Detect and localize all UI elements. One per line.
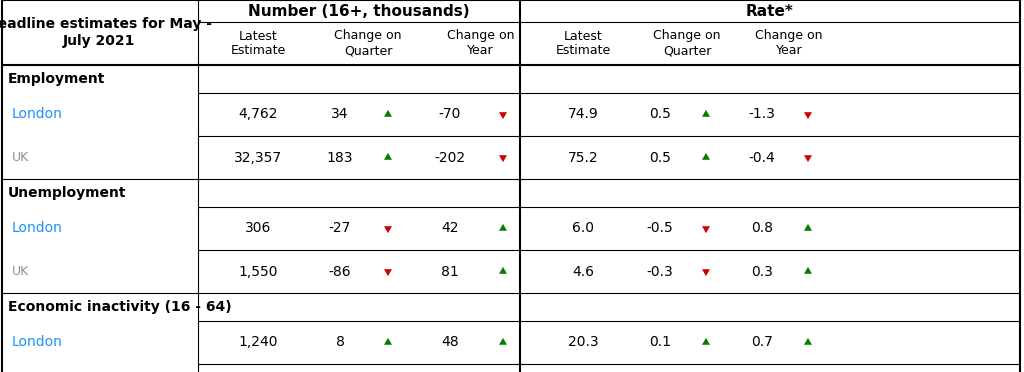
Text: 81: 81	[441, 264, 459, 279]
Text: Number (16+, thousands): Number (16+, thousands)	[248, 3, 470, 19]
Polygon shape	[384, 338, 392, 345]
Text: -1.3: -1.3	[749, 108, 775, 122]
Text: Headline estimates for May -
July 2021: Headline estimates for May - July 2021	[0, 17, 212, 48]
Polygon shape	[384, 153, 392, 160]
Text: 1,240: 1,240	[239, 336, 278, 350]
Polygon shape	[499, 338, 507, 345]
Text: 0.8: 0.8	[751, 221, 773, 235]
Polygon shape	[702, 338, 710, 345]
Text: 0.3: 0.3	[751, 264, 773, 279]
Polygon shape	[804, 267, 812, 274]
Text: 4,762: 4,762	[239, 108, 278, 122]
Text: 306: 306	[245, 221, 271, 235]
Polygon shape	[499, 224, 507, 231]
Text: Unemployment: Unemployment	[8, 186, 127, 200]
Text: London: London	[12, 336, 62, 350]
Polygon shape	[702, 110, 710, 117]
Polygon shape	[384, 226, 392, 233]
Text: London: London	[12, 221, 62, 235]
Text: 8: 8	[336, 336, 344, 350]
Polygon shape	[804, 155, 812, 162]
Polygon shape	[804, 224, 812, 231]
Text: Change on
Year: Change on Year	[756, 29, 822, 58]
Text: 75.2: 75.2	[567, 151, 598, 164]
Text: 34: 34	[331, 108, 349, 122]
Text: 48: 48	[441, 336, 459, 350]
Polygon shape	[499, 267, 507, 274]
Text: UK: UK	[12, 151, 30, 164]
Text: -0.3: -0.3	[646, 264, 674, 279]
Text: Employment: Employment	[8, 72, 105, 86]
Text: 6.0: 6.0	[572, 221, 594, 235]
Text: Change on
Year: Change on Year	[446, 29, 514, 58]
Text: 1,550: 1,550	[239, 264, 278, 279]
Text: -0.5: -0.5	[646, 221, 674, 235]
Text: -70: -70	[439, 108, 461, 122]
Polygon shape	[499, 112, 507, 119]
Text: Latest
Estimate: Latest Estimate	[230, 29, 286, 58]
Polygon shape	[384, 269, 392, 276]
Text: 0.5: 0.5	[649, 108, 671, 122]
Text: 183: 183	[327, 151, 353, 164]
Text: 4.6: 4.6	[572, 264, 594, 279]
Text: Latest
Estimate: Latest Estimate	[555, 29, 610, 58]
Text: Economic inactivity (16 - 64): Economic inactivity (16 - 64)	[8, 300, 231, 314]
Polygon shape	[804, 112, 812, 119]
Text: 32,357: 32,357	[233, 151, 282, 164]
Text: Rate*: Rate*	[746, 3, 794, 19]
Text: 20.3: 20.3	[567, 336, 598, 350]
Text: -27: -27	[329, 221, 351, 235]
Text: 0.5: 0.5	[649, 151, 671, 164]
Text: 74.9: 74.9	[567, 108, 598, 122]
Polygon shape	[384, 110, 392, 117]
Polygon shape	[702, 153, 710, 160]
Text: 0.7: 0.7	[751, 336, 773, 350]
Polygon shape	[804, 338, 812, 345]
Polygon shape	[702, 226, 710, 233]
Text: London: London	[12, 108, 62, 122]
Text: -86: -86	[329, 264, 351, 279]
Text: UK: UK	[12, 265, 30, 278]
Polygon shape	[499, 155, 507, 162]
Text: 42: 42	[441, 221, 459, 235]
Text: 0.1: 0.1	[649, 336, 671, 350]
Text: Change on
Quarter: Change on Quarter	[653, 29, 721, 58]
Polygon shape	[702, 269, 710, 276]
Text: -0.4: -0.4	[749, 151, 775, 164]
Text: Change on
Quarter: Change on Quarter	[334, 29, 401, 58]
Text: -202: -202	[434, 151, 466, 164]
